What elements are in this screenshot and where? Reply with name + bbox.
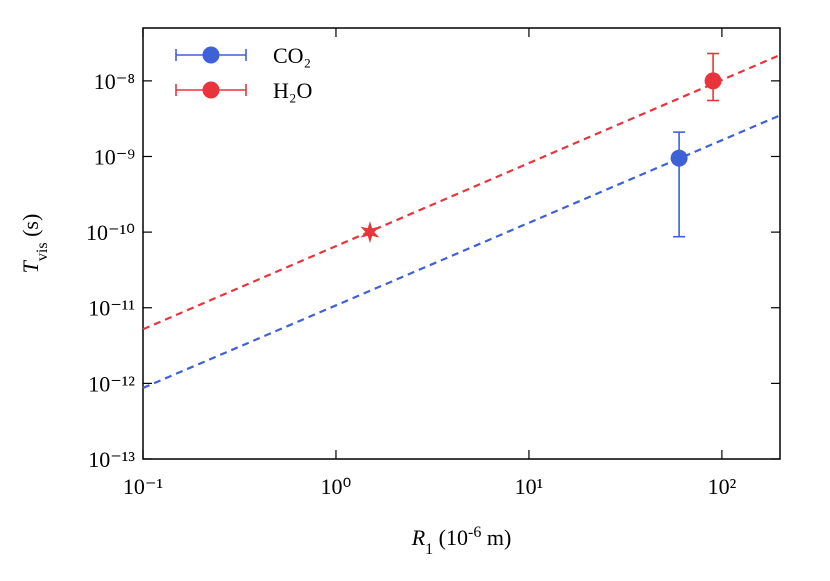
y-tick-label: 10⁻⁸ xyxy=(94,69,135,94)
legend-label: CO₂ xyxy=(273,43,311,68)
legend-marker xyxy=(202,81,220,99)
x-axis-label-part: -6 xyxy=(468,524,481,541)
plot-frame xyxy=(142,27,781,460)
y-tick-label: 10⁻¹¹ xyxy=(88,296,135,321)
y-axis-label-part: T xyxy=(18,259,43,273)
point xyxy=(704,72,722,90)
y-tick-label: 10⁻¹⁰ xyxy=(86,220,135,245)
x-axis-label: R1 (10-6 m) xyxy=(411,524,512,558)
x-axis-label-part: m) xyxy=(481,525,511,550)
point xyxy=(670,149,688,167)
x-axis-label-part: 1 xyxy=(425,541,433,558)
fit-line xyxy=(142,53,781,331)
y-tick-label: 10⁻¹² xyxy=(88,371,135,396)
legend-marker xyxy=(202,46,220,64)
y-axis-label-part: (s) xyxy=(18,214,43,243)
x-tick-label: 10⁰ xyxy=(321,474,352,499)
star-marker xyxy=(360,221,380,244)
y-axis-label: Tvis (s) xyxy=(18,214,51,274)
y-tick-label: 10⁻¹³ xyxy=(88,447,135,472)
x-tick-label: 10² xyxy=(708,474,737,499)
legend-label: H₂O xyxy=(273,78,312,103)
x-tick-label: 10⁻¹ xyxy=(123,474,163,499)
y-axis-label-part: vis xyxy=(34,242,51,261)
x-axis-label-part: (10 xyxy=(433,525,468,550)
y-tick-label: 10⁻⁹ xyxy=(94,144,136,169)
x-tick-label: 10¹ xyxy=(515,474,544,499)
x-axis-label-part: R xyxy=(411,525,426,550)
